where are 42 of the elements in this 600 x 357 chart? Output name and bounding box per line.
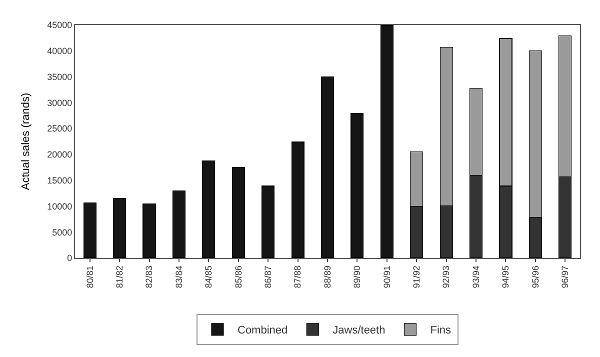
y-tick-label: 5000 [52,227,72,238]
bar [350,113,364,258]
y-tick-label: 15000 [47,175,72,186]
y-tick-label: 10000 [47,201,72,212]
y-tick-label: 25000 [47,124,72,134]
x-tick-label: 92/93 [441,266,452,288]
bar [142,203,156,258]
x-tick-label: 86/87 [263,266,274,288]
y-tick-label: 30000 [47,98,72,108]
x-tick-label: 95/96 [530,266,540,288]
bar [202,160,216,258]
x-tick-label: 84/85 [204,266,214,288]
x-tick-label: 87/88 [292,266,303,288]
x-tick-label: 83/84 [174,266,184,288]
x-tick-label: 82/83 [144,266,154,288]
legend-label: Jaws/teeth [332,324,386,337]
x-tick-label: 88/89 [322,266,332,288]
bar [113,198,126,258]
bar [262,186,275,258]
y-tick-label: 35000 [47,72,72,82]
bar [291,142,304,258]
bar [83,202,96,258]
bar [232,167,245,258]
x-tick-label: 91/92 [412,266,422,288]
bar [320,76,334,258]
y-tick-label: 40000 [47,46,72,56]
x-tick-label: 93/94 [470,266,481,288]
x-tick-label: 81/82 [114,266,124,288]
legend-label: Combined [238,324,288,337]
x-tick-label: 80/81 [84,266,95,288]
y-tick-label: 0 [67,253,72,264]
x-tick-label: 85/86 [233,266,244,288]
bar [172,190,186,258]
legend-label: Fins [430,324,452,337]
x-tick-label: 90/91 [382,266,392,288]
y-axis-title: Actual sales (rands) [20,92,32,190]
x-tick-label: 96/97 [560,266,570,288]
x-tick-label: 89/90 [352,266,362,288]
x-tick-label: 94/95 [500,266,511,288]
y-tick-label: 20000 [47,150,72,160]
y-tick-label: 45000 [47,20,72,30]
bar [380,25,394,258]
